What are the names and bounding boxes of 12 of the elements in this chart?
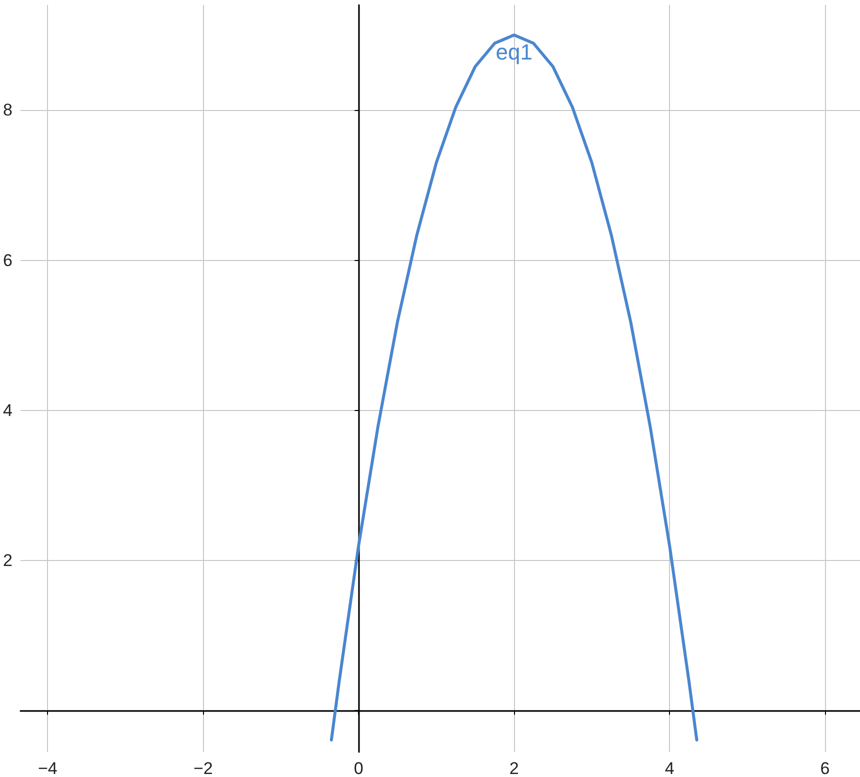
x-tick-label: 6 xyxy=(820,759,830,777)
y-tick-label: 6 xyxy=(2,250,12,270)
line-series xyxy=(330,34,698,742)
x-tick-label: −4 xyxy=(38,759,58,777)
x-tick-label: 4 xyxy=(664,759,674,777)
x-tick-label: −2 xyxy=(193,759,213,777)
x-tick-label: 0 xyxy=(354,759,364,777)
series-label: eq1 xyxy=(496,40,532,65)
x-tick-label: 2 xyxy=(509,759,519,777)
y-tick-label: 4 xyxy=(2,400,12,420)
y-tick-label: 2 xyxy=(2,551,12,570)
y-tick-label: 8 xyxy=(2,100,12,120)
